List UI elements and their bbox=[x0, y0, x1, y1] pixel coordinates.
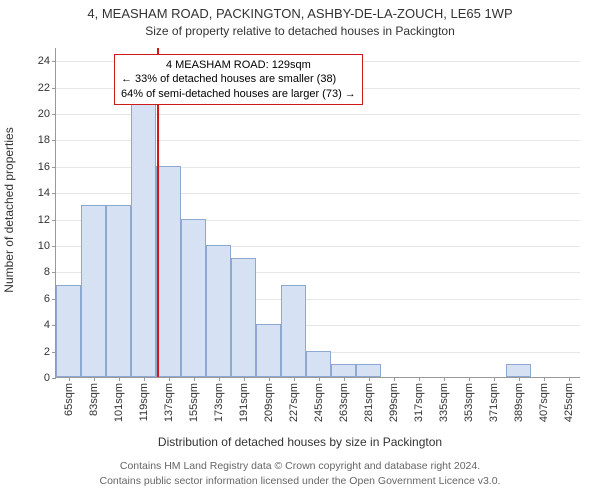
histogram-bar bbox=[331, 364, 356, 377]
histogram-bar bbox=[181, 219, 206, 377]
y-tick-label: 18 bbox=[26, 134, 50, 146]
y-tick-mark bbox=[52, 61, 56, 62]
y-tick-label: 0 bbox=[26, 372, 50, 384]
x-tick-mark bbox=[394, 377, 395, 381]
y-tick-mark bbox=[52, 88, 56, 89]
x-tick-mark bbox=[494, 377, 495, 381]
x-tick-label: 137sqm bbox=[163, 383, 175, 422]
x-tick-label: 245sqm bbox=[313, 383, 325, 422]
y-tick-mark bbox=[52, 167, 56, 168]
x-tick-mark bbox=[69, 377, 70, 381]
x-tick-mark bbox=[419, 377, 420, 381]
histogram-bar bbox=[281, 285, 306, 377]
y-tick-mark bbox=[52, 140, 56, 141]
chart-container: 4, MEASHAM ROAD, PACKINGTON, ASHBY-DE-LA… bbox=[0, 0, 600, 500]
y-tick-mark bbox=[52, 272, 56, 273]
x-tick-label: 425sqm bbox=[563, 383, 575, 422]
x-tick-label: 371sqm bbox=[488, 383, 500, 422]
footer-line-1: Contains HM Land Registry data © Crown c… bbox=[0, 460, 600, 472]
x-tick-label: 65sqm bbox=[63, 383, 75, 416]
x-tick-mark bbox=[119, 377, 120, 381]
x-tick-mark bbox=[144, 377, 145, 381]
x-tick-mark bbox=[269, 377, 270, 381]
x-tick-label: 155sqm bbox=[188, 383, 200, 422]
x-tick-label: 407sqm bbox=[538, 383, 550, 422]
annotation-line: 64% of semi-detached houses are larger (… bbox=[121, 87, 356, 101]
chart-title-main: 4, MEASHAM ROAD, PACKINGTON, ASHBY-DE-LA… bbox=[0, 6, 600, 21]
y-tick-label: 8 bbox=[26, 266, 50, 278]
x-tick-label: 317sqm bbox=[413, 383, 425, 422]
y-tick-label: 12 bbox=[26, 214, 50, 226]
x-tick-label: 101sqm bbox=[113, 383, 125, 422]
y-tick-label: 4 bbox=[26, 319, 50, 331]
histogram-bar bbox=[56, 285, 81, 377]
histogram-bar bbox=[256, 324, 281, 377]
x-tick-label: 173sqm bbox=[213, 383, 225, 422]
plot-area: 02468101214161820222465sqm83sqm101sqm119… bbox=[55, 48, 580, 378]
x-tick-mark bbox=[219, 377, 220, 381]
y-tick-label: 6 bbox=[26, 293, 50, 305]
y-tick-mark bbox=[52, 378, 56, 379]
y-tick-mark bbox=[52, 193, 56, 194]
x-tick-mark bbox=[469, 377, 470, 381]
footer-line-2: Contains public sector information licen… bbox=[0, 475, 600, 487]
x-tick-label: 335sqm bbox=[438, 383, 450, 422]
x-tick-label: 119sqm bbox=[138, 383, 150, 421]
x-tick-label: 389sqm bbox=[513, 383, 525, 422]
x-axis-label: Distribution of detached houses by size … bbox=[0, 435, 600, 449]
y-tick-mark bbox=[52, 114, 56, 115]
y-tick-label: 2 bbox=[26, 346, 50, 358]
x-tick-label: 191sqm bbox=[238, 383, 250, 422]
annotation-line: ← 33% of detached houses are smaller (38… bbox=[121, 72, 356, 86]
x-tick-mark bbox=[369, 377, 370, 381]
histogram-bar bbox=[356, 364, 381, 377]
x-tick-mark bbox=[94, 377, 95, 381]
x-tick-mark bbox=[444, 377, 445, 381]
x-tick-label: 353sqm bbox=[463, 383, 475, 422]
x-tick-mark bbox=[519, 377, 520, 381]
x-tick-label: 209sqm bbox=[263, 383, 275, 422]
histogram-bar bbox=[106, 205, 131, 377]
x-tick-label: 299sqm bbox=[388, 383, 400, 422]
histogram-bar bbox=[81, 205, 106, 377]
x-tick-mark bbox=[169, 377, 170, 381]
histogram-bar bbox=[506, 364, 531, 377]
y-tick-label: 14 bbox=[26, 187, 50, 199]
histogram-bar bbox=[306, 351, 331, 377]
y-axis-label: Number of detached properties bbox=[2, 45, 16, 210]
histogram-bar bbox=[156, 166, 181, 377]
x-tick-mark bbox=[319, 377, 320, 381]
annotation-line: 4 MEASHAM ROAD: 129sqm bbox=[121, 58, 356, 72]
y-tick-label: 10 bbox=[26, 240, 50, 252]
x-tick-mark bbox=[294, 377, 295, 381]
x-tick-mark bbox=[244, 377, 245, 381]
y-tick-label: 22 bbox=[26, 82, 50, 94]
histogram-bar bbox=[231, 258, 256, 377]
y-tick-label: 16 bbox=[26, 161, 50, 173]
y-tick-mark bbox=[52, 220, 56, 221]
annotation-box: 4 MEASHAM ROAD: 129sqm← 33% of detached … bbox=[114, 54, 363, 105]
x-tick-label: 227sqm bbox=[288, 383, 300, 422]
y-tick-mark bbox=[52, 246, 56, 247]
y-tick-label: 24 bbox=[26, 55, 50, 67]
histogram-bar bbox=[131, 100, 156, 377]
x-tick-mark bbox=[544, 377, 545, 381]
y-tick-label: 20 bbox=[26, 108, 50, 120]
x-tick-mark bbox=[569, 377, 570, 381]
chart-title-sub: Size of property relative to detached ho… bbox=[0, 24, 600, 38]
histogram-bar bbox=[206, 245, 231, 377]
x-tick-mark bbox=[344, 377, 345, 381]
x-tick-label: 83sqm bbox=[88, 383, 100, 416]
x-tick-label: 281sqm bbox=[363, 383, 375, 422]
x-tick-mark bbox=[194, 377, 195, 381]
x-tick-label: 263sqm bbox=[338, 383, 350, 422]
